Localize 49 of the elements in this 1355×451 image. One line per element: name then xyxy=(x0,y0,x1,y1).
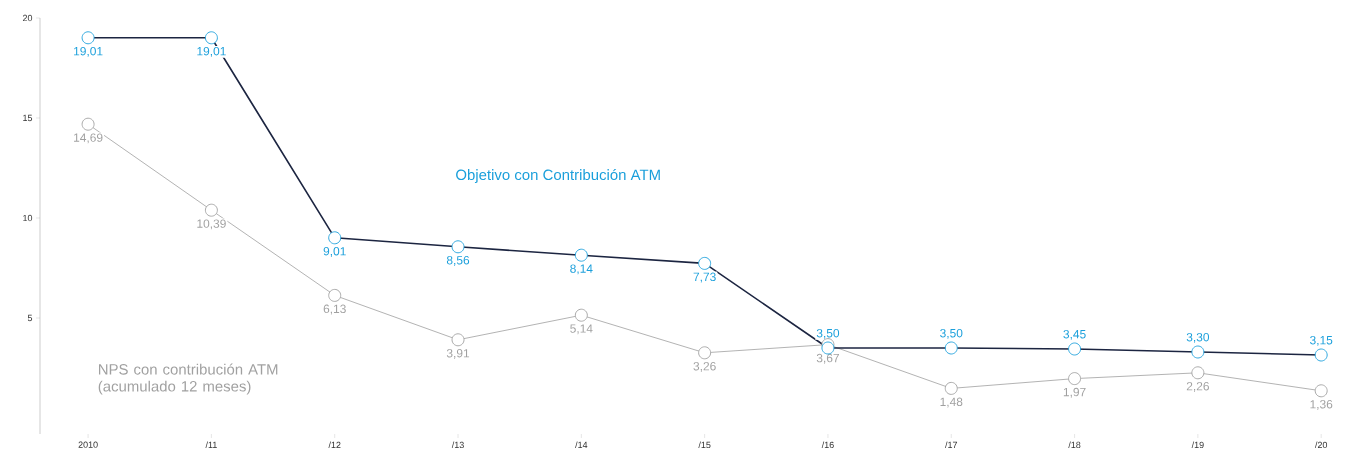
point xyxy=(204,203,218,217)
data-label: 14,69 xyxy=(74,133,103,144)
y-tick-label: 20 xyxy=(22,14,33,22)
x-tick-label: 2010 xyxy=(78,441,98,448)
data-label: 5,14 xyxy=(570,324,593,335)
data-label: 3,45 xyxy=(1063,329,1086,340)
x-tick-label: /12 xyxy=(328,441,341,449)
point xyxy=(574,308,588,322)
point xyxy=(1314,384,1328,398)
point xyxy=(698,346,712,360)
data-label: 8,56 xyxy=(446,256,470,266)
data-label: 6,13 xyxy=(323,304,346,315)
x-tick-label: /20 xyxy=(1314,441,1328,449)
x-tick-label: /14 xyxy=(575,441,588,449)
x-tick-label: /16 xyxy=(821,441,834,449)
data-label: 3,26 xyxy=(693,362,716,372)
data-label: 3,15 xyxy=(1310,335,1333,346)
data-label: 3,67 xyxy=(816,353,839,364)
point xyxy=(1068,372,1082,386)
point xyxy=(451,333,465,347)
data-label: 3,30 xyxy=(1186,332,1210,343)
x-tick-label: /17 xyxy=(945,441,958,449)
data-label: 19,01 xyxy=(197,47,226,57)
x-tick-label: /11 xyxy=(205,441,217,449)
point xyxy=(1191,366,1205,380)
x-tick-label: /18 xyxy=(1068,441,1081,449)
point xyxy=(328,288,342,302)
data-label: 3,91 xyxy=(446,349,470,359)
text: Objetivo con Contribución ATM xyxy=(456,168,660,184)
y-tick-label: 10 xyxy=(23,214,33,222)
data-label: 7,73 xyxy=(693,272,716,283)
x-tick-label: /19 xyxy=(1191,441,1204,449)
x-tick-label: /15 xyxy=(698,441,711,449)
text: NPS con contribución ATM (acumulado 12 meses) xyxy=(98,363,278,395)
data-label: 8,14 xyxy=(570,264,593,275)
data-label: 1,36 xyxy=(1310,400,1333,410)
data-label: 3,50 xyxy=(940,328,963,339)
y-tick-label: 5 xyxy=(27,314,33,322)
point xyxy=(944,381,958,395)
point xyxy=(81,117,95,131)
data-label: 19,01 xyxy=(74,47,103,57)
y-tick-label: 15 xyxy=(23,114,33,122)
x-tick-label: /13 xyxy=(451,441,464,449)
data-label: 1,97 xyxy=(1063,387,1086,398)
data-label: 9,01 xyxy=(323,247,346,257)
data-label: 3,50 xyxy=(816,328,840,339)
data-label: 1,48 xyxy=(940,397,963,408)
data-label: 2,26 xyxy=(1186,382,1209,392)
data-label: 10,39 xyxy=(197,219,226,230)
